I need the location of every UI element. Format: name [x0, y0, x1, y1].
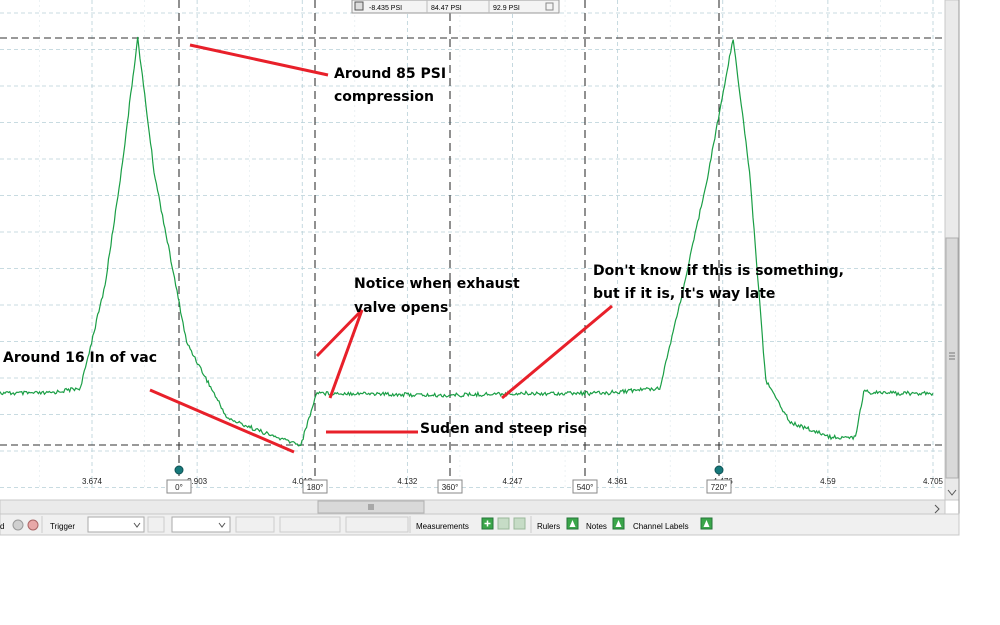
x-tick-label: 4.705 — [923, 477, 944, 486]
x-tick-label: 4.247 — [502, 477, 523, 486]
annotation-texts: Around 85 PSI compression Around 16 In o… — [3, 66, 844, 437]
lock-icon[interactable] — [545, 2, 554, 11]
grid-major — [0, 0, 945, 488]
ruler-label: 720° — [711, 483, 728, 492]
measurement-max: 92.9 PSI — [493, 5, 520, 12]
trigger-label: Trigger — [50, 522, 75, 531]
trigger-channel-select[interactable] — [171, 516, 231, 533]
pressure-trace — [0, 36, 934, 447]
annotation-lines — [149, 43, 613, 454]
compression-pointer — [189, 43, 329, 77]
x-tick-label: 4.132 — [397, 477, 418, 486]
unknown-pointer — [501, 304, 613, 400]
vertical-scroll-thumb[interactable] — [945, 237, 959, 479]
x-tick-label: 3.903 — [187, 477, 208, 486]
ruler-label-box[interactable] — [437, 479, 463, 494]
note-rise: Suden and steep rise — [420, 421, 587, 437]
trigger-threshold-field[interactable] — [279, 516, 341, 533]
bottom-toolbar: d Trigger Measurements Rulers Notes Chan… — [0, 513, 960, 536]
measurement-avg: 84.47 PSI — [431, 5, 462, 12]
chevron-down-icon — [133, 522, 141, 528]
x-tick-label: 4.59 — [820, 477, 836, 486]
start-icon[interactable] — [12, 519, 24, 531]
edit-measurement-icon[interactable] — [497, 517, 510, 530]
trigger-direction-buttons[interactable] — [235, 516, 275, 533]
trigger-edge-button[interactable] — [147, 516, 165, 533]
ruler-label: 540° — [577, 483, 594, 492]
chevron-down-icon — [218, 522, 226, 528]
measurement-min: -8.435 PSI — [369, 5, 402, 12]
exhaust-pointer-1 — [315, 308, 364, 358]
vertical-scrollbar[interactable] — [944, 0, 960, 501]
ruler-label-box[interactable] — [572, 479, 598, 494]
grid-minor — [39, 0, 881, 488]
channel-labels-label: Channel Labels — [633, 522, 689, 531]
ruler-label-box[interactable] — [166, 479, 192, 494]
note-compression-line2: compression — [334, 89, 434, 105]
note-exhaust-line1: Notice when exhaust — [354, 276, 520, 292]
measurements-label: Measurements — [416, 522, 469, 531]
vacuum-pointer — [149, 388, 295, 454]
ruler-handle[interactable] — [174, 465, 184, 475]
measurement-table[interactable]: -8.435 PSI 84.47 PSI 92.9 PSI — [351, 0, 560, 14]
note-unknown-line1: Don't know if this is something, — [593, 263, 844, 279]
note-vacuum: Around 16 In of vac — [3, 350, 157, 366]
ruler-lines — [178, 0, 720, 482]
trigger-pretrigger-field[interactable] — [345, 516, 409, 533]
trigger-mode-select[interactable] — [87, 516, 145, 533]
scroll-down-icon[interactable] — [947, 489, 957, 496]
ruler-label: 180° — [307, 483, 324, 492]
exhaust-pointer-2 — [328, 309, 364, 399]
plot-area: 3.6743.9034.0184.1324.2474.3614.4764.594… — [0, 0, 945, 494]
ruler-handle[interactable] — [714, 465, 724, 475]
delete-measurement-icon[interactable] — [513, 517, 526, 530]
ruler-label: 360° — [442, 483, 459, 492]
ruler-label: 0° — [175, 483, 183, 492]
ruler-label-box[interactable] — [302, 479, 328, 494]
ruler-label-box[interactable] — [706, 479, 732, 494]
note-unknown-line2: but if it is, it's way late — [593, 286, 775, 302]
x-tick-label: 3.674 — [82, 477, 103, 486]
note-compression-line1: Around 85 PSI — [334, 66, 446, 82]
measurement-row-icon — [354, 1, 364, 11]
x-tick-label: 4.361 — [608, 477, 629, 486]
stop-icon[interactable] — [27, 519, 39, 531]
note-exhaust-line2: valve opens — [354, 300, 448, 316]
rulers-label: Rulers — [537, 522, 560, 531]
toolbar-partial-label: d — [0, 522, 4, 531]
notes-label: Notes — [586, 522, 607, 531]
horizontal-scrollbar[interactable] — [0, 499, 946, 515]
scroll-right-icon[interactable] — [934, 504, 940, 514]
ruler-markers: 0° 180° 360° 540° 720° — [166, 465, 732, 494]
